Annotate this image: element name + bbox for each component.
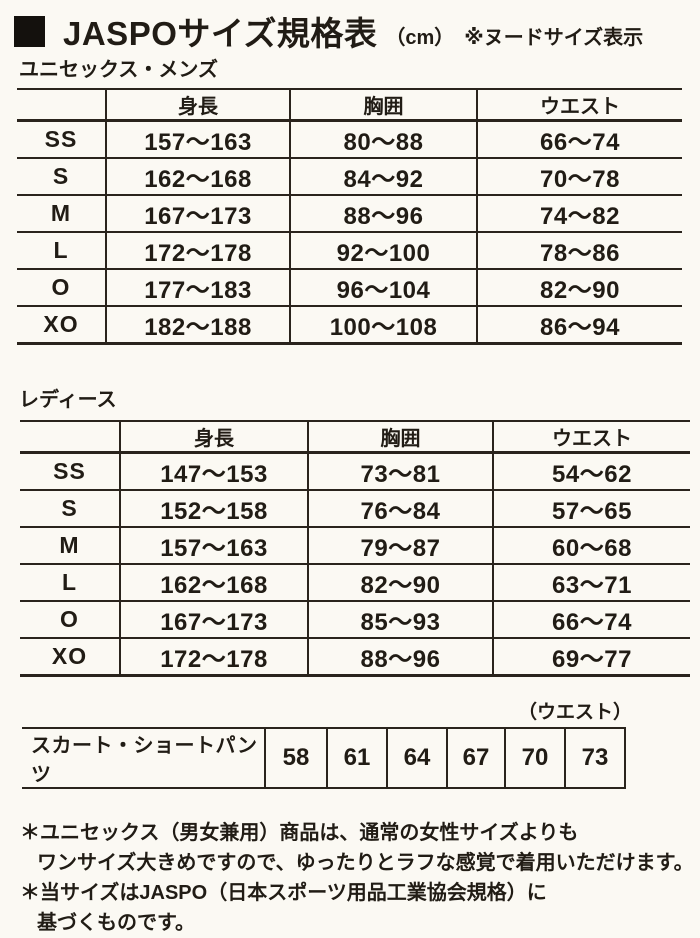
col-header-waist: ウエスト <box>476 89 682 122</box>
col-header-chest: 胸囲 <box>289 89 477 122</box>
chest-cell: 88～96 <box>307 637 493 676</box>
size-label-cell: M <box>20 526 120 564</box>
waist-value-cell: 67 <box>446 728 505 788</box>
waist-cell: 57～65 <box>492 489 690 527</box>
footnotes-block: ＊ユニセックス（男女兼用）商品は、通常の女性サイズよりも ワンサイズ大きめですの… <box>20 818 700 938</box>
size-label-cell: O <box>20 600 120 638</box>
waist-value-cell: 61 <box>326 728 387 788</box>
size-label-cell: SS <box>17 119 106 158</box>
title-unit-cm: （cm） <box>385 27 455 49</box>
waist-cell: 78～86 <box>476 231 682 269</box>
table-row: L 162～168 82～90 63～71 <box>20 563 690 601</box>
height-cell: 182～188 <box>105 305 290 344</box>
black-square-bullet-icon <box>14 16 45 47</box>
footnote-line: ＊ユニセックス（男女兼用）商品は、通常の女性サイズよりも <box>20 822 579 844</box>
table-row: SS 157～163 80～88 66～74 <box>17 119 682 158</box>
height-cell: 162～168 <box>119 563 308 601</box>
table-row: スカート・ショートパンツ 58 61 64 67 70 73 <box>22 728 626 788</box>
waist-table-caption: （ウエスト） <box>517 702 632 723</box>
chest-cell: 82～90 <box>307 563 493 601</box>
col-header-chest: 胸囲 <box>307 421 493 454</box>
table-row: O 167～173 85～93 66～74 <box>20 600 690 638</box>
section-title-ladies: レディース <box>19 389 117 411</box>
chest-cell: 76～84 <box>307 489 493 527</box>
col-header-height: 身長 <box>105 89 290 122</box>
height-cell: 177～183 <box>105 268 290 306</box>
chest-cell: 92～100 <box>289 231 477 269</box>
chest-cell: 80～88 <box>289 119 477 158</box>
waist-cell: 86～94 <box>476 305 682 344</box>
table-row: SS 147～153 73～81 54～62 <box>20 451 690 490</box>
table-header-row: 身長 胸囲 ウエスト <box>20 421 690 454</box>
col-header-waist: ウエスト <box>492 421 690 454</box>
scanned-size-chart-page: JASPOサイズ規格表 （cm） ※ヌードサイズ表示 ユニセックス・メンズ 身長… <box>14 16 700 934</box>
title-nude-size-note: ※ヌードサイズ表示 <box>464 27 644 49</box>
waist-cell: 69～77 <box>492 637 690 676</box>
waist-value-cell: 70 <box>504 728 565 788</box>
skirt-shortpants-waist-table: スカート・ショートパンツ 58 61 64 67 70 73 <box>22 727 626 789</box>
footnote-line: 基づくものです。 <box>37 912 195 934</box>
waist-cell: 70～78 <box>476 157 682 195</box>
waist-cell: 54～62 <box>492 451 690 490</box>
table-row: S 162～168 84～92 70～78 <box>17 157 682 195</box>
chest-cell: 84～92 <box>289 157 477 195</box>
size-label-cell: SS <box>20 451 120 490</box>
waist-value-cell: 73 <box>564 728 626 788</box>
height-cell: 162～168 <box>105 157 290 195</box>
footnote-line: ＊当サイズはJASPO（日本スポーツ用品工業協会規格）に <box>20 882 547 904</box>
ladies-size-table: 身長 胸囲 ウエスト SS 147～153 73～81 54～62 S 152～… <box>20 420 690 677</box>
table-row: L 172～178 92～100 78～86 <box>17 231 682 269</box>
size-label-cell: O <box>17 268 106 306</box>
waist-cell: 82～90 <box>476 268 682 306</box>
size-label-cell: XO <box>17 305 106 344</box>
chest-cell: 96～104 <box>289 268 477 306</box>
waist-value-cell: 64 <box>386 728 447 788</box>
height-cell: 172～178 <box>105 231 290 269</box>
height-cell: 152～158 <box>119 489 308 527</box>
size-label-cell: L <box>20 563 120 601</box>
size-label-cell: L <box>17 231 106 269</box>
waist-value-cell: 58 <box>264 728 327 788</box>
size-label-cell: S <box>20 489 120 527</box>
table-row: M 167～173 88～96 74～82 <box>17 194 682 232</box>
size-label-cell: XO <box>20 637 120 676</box>
col-header-height: 身長 <box>119 421 308 454</box>
table-row: XO 182～188 100～108 86～94 <box>17 305 682 344</box>
waist-cell: 66～74 <box>492 600 690 638</box>
chest-cell: 100～108 <box>289 305 477 344</box>
height-cell: 167～173 <box>105 194 290 232</box>
chest-cell: 73～81 <box>307 451 493 490</box>
height-cell: 147～153 <box>119 451 308 490</box>
waist-cell: 66～74 <box>476 119 682 158</box>
height-cell: 172～178 <box>119 637 308 676</box>
empty-corner-cell <box>20 421 120 454</box>
empty-corner-cell <box>17 89 106 122</box>
table-header-row: 身長 胸囲 ウエスト <box>17 89 682 122</box>
table-row: XO 172～178 88～96 69～77 <box>20 637 690 676</box>
height-cell: 157～163 <box>105 119 290 158</box>
page-title: JASPOサイズ規格表 <box>63 15 378 52</box>
chest-cell: 79～87 <box>307 526 493 564</box>
waist-cell: 60～68 <box>492 526 690 564</box>
unisex-mens-size-table: 身長 胸囲 ウエスト SS 157～163 80～88 66～74 S 162～… <box>17 88 682 345</box>
table-row: S 152～158 76～84 57～65 <box>20 489 690 527</box>
skirt-shortpants-label: スカート・ショートパンツ <box>31 735 258 786</box>
section-title-unisex-mens: ユニセックス・メンズ <box>19 59 218 81</box>
table-row: M 157～163 79～87 60～68 <box>20 526 690 564</box>
size-label-cell: M <box>17 194 106 232</box>
waist-cell: 63～71 <box>492 563 690 601</box>
height-cell: 157～163 <box>119 526 308 564</box>
height-cell: 167～173 <box>119 600 308 638</box>
table-row: O 177～183 96～104 82～90 <box>17 268 682 306</box>
chest-cell: 88～96 <box>289 194 477 232</box>
size-label-cell: S <box>17 157 106 195</box>
title-row: JASPOサイズ規格表 （cm） ※ヌードサイズ表示 <box>14 16 700 50</box>
waist-cell: 74～82 <box>476 194 682 232</box>
footnote-line: ワンサイズ大きめですので、ゆったりとラフな感覚で着用いただけます。 <box>37 852 694 874</box>
chest-cell: 85～93 <box>307 600 493 638</box>
